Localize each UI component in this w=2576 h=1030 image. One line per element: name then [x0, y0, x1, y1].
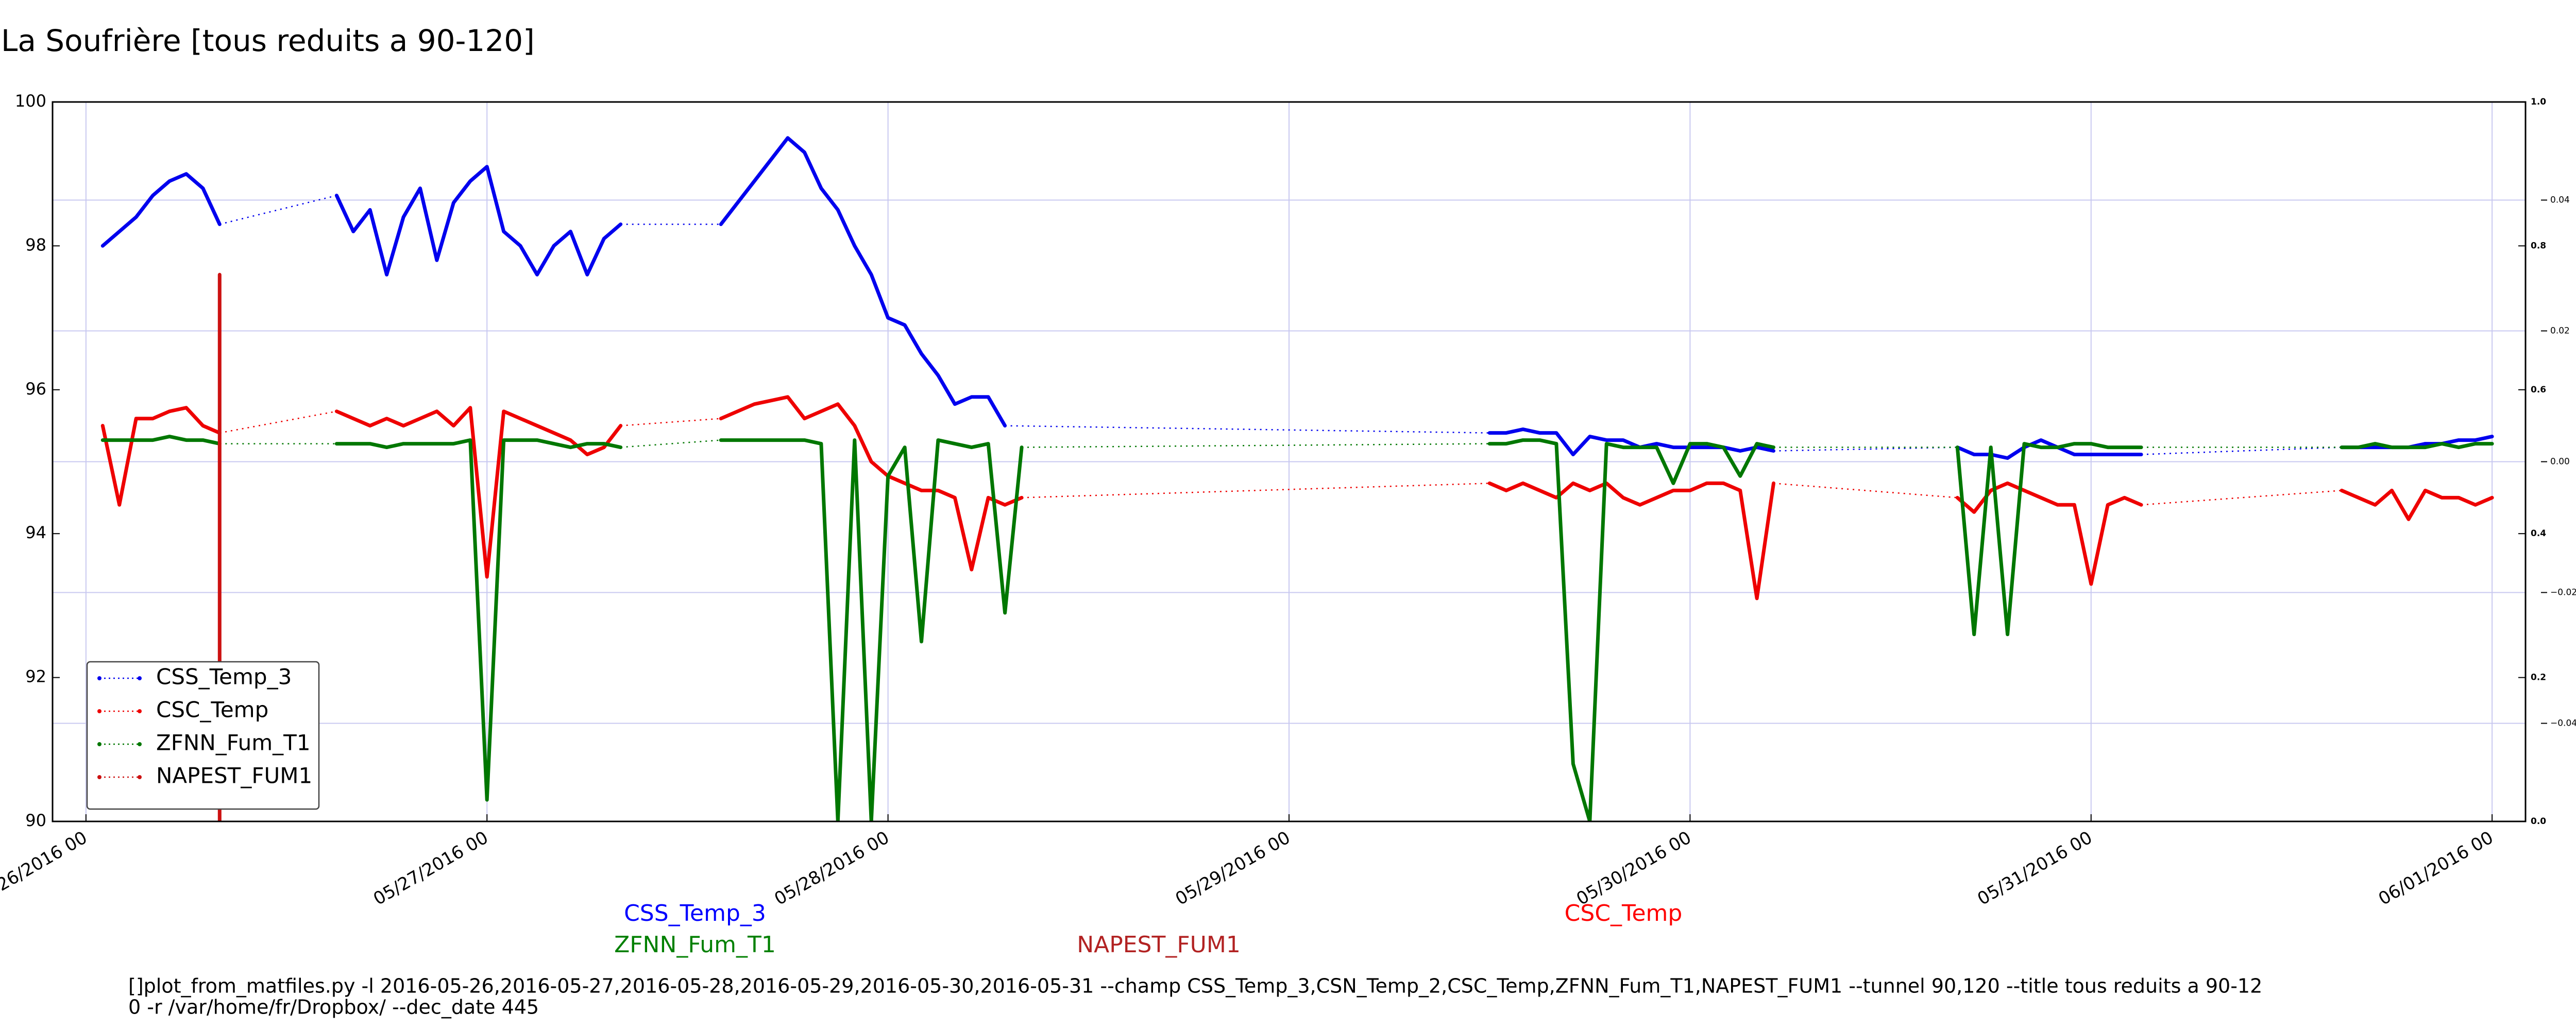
y3-tick-label: 0.00	[2550, 457, 2570, 467]
y-tick-label: 100	[15, 91, 46, 111]
grid	[53, 102, 2526, 821]
series-line	[719, 136, 1007, 428]
y3-tick-label: −0.02	[2550, 588, 2576, 598]
y-tick-label: 96	[25, 379, 46, 399]
legend-label: NAPEST_FUM1	[156, 763, 312, 788]
gap-connector	[1005, 425, 1490, 434]
series-line	[1955, 438, 2143, 460]
y-tick-label: 92	[25, 667, 46, 686]
series-line	[100, 406, 222, 507]
legend: CSS_Temp_3 CSC_Temp ZFNN_Fum_T1 NAPEST_FUM1	[86, 661, 320, 810]
series-line	[334, 165, 623, 277]
y-tick-label: 94	[25, 523, 46, 542]
series-line	[334, 406, 623, 579]
series-line	[2340, 442, 2494, 450]
series-line	[1487, 438, 1775, 821]
legend-marker	[97, 676, 101, 680]
footnote: 0 -r /var/home/fr/Dropbox/ --dec_date 44…	[128, 996, 539, 1019]
y-tick-label: 98	[25, 235, 46, 254]
footnote: []plot_from_matfiles.py -l 2016-05-26,20…	[128, 975, 2262, 998]
series-line	[100, 435, 222, 446]
series-line	[1487, 481, 1775, 600]
series-line	[100, 172, 222, 248]
annotation: ZFNN_Fum_T1	[614, 932, 776, 958]
legend-label: CSS_Temp_3	[156, 664, 292, 690]
series-line	[719, 395, 1024, 572]
legend-box	[86, 661, 320, 810]
annotation: CSC_Temp	[1565, 900, 1683, 926]
y3-tick-label: 0.04	[2550, 195, 2570, 205]
y2-tick-label: 0.8	[2531, 241, 2546, 251]
legend-marker	[97, 775, 101, 779]
plot-area	[100, 136, 2494, 821]
legend-label: ZFNN_Fum_T1	[156, 730, 311, 756]
legend-marker	[138, 742, 142, 746]
series-line	[719, 438, 1024, 821]
series-line	[1487, 427, 1775, 456]
y2-tick-label: 0.6	[2531, 385, 2546, 395]
y-tick-label: 90	[25, 811, 46, 830]
legend-marker	[138, 709, 142, 713]
y2-tick-label: 1.0	[2531, 97, 2546, 107]
annotation: NAPEST_FUM1	[1077, 932, 1241, 958]
legend-marker	[138, 775, 142, 779]
annotations: CSS_Temp_3 ZFNN_Fum_T1 NAPEST_FUM1 CSC_Temp…	[128, 900, 2262, 1019]
series-line	[2340, 488, 2494, 521]
chart-title: La Soufrière [tous reduits a 90-120]	[1, 23, 535, 58]
y2-tick-label: 0.4	[2531, 528, 2546, 539]
series-line	[1955, 442, 2143, 637]
legend-label: CSC_Temp	[156, 697, 268, 723]
y2-tick-label: 0.2	[2531, 673, 2546, 683]
legend-marker	[138, 676, 142, 680]
annotation: CSS_Temp_3	[624, 900, 766, 926]
series-line	[334, 438, 623, 802]
legend-marker	[97, 709, 101, 713]
legend-marker	[97, 742, 101, 746]
gap-connector	[1773, 483, 1958, 499]
y2-tick-label: 0.0	[2531, 816, 2546, 827]
y3-tick-label: −0.04	[2550, 718, 2576, 729]
y3-tick-label: 0.02	[2550, 326, 2570, 336]
